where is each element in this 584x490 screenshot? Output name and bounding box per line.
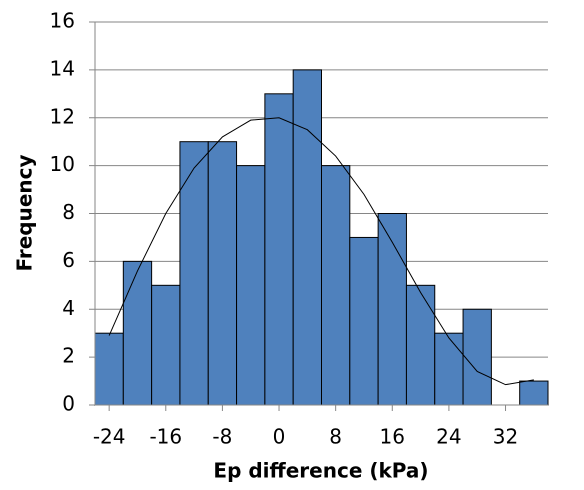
x-tick-label: -8 xyxy=(212,425,232,449)
bar xyxy=(151,284,181,406)
bar xyxy=(236,165,266,406)
y-tick-label: 16 xyxy=(50,9,75,33)
bar xyxy=(122,260,153,406)
x-tick-label: 0 xyxy=(273,425,286,449)
x-axis-title: Ep difference (kPa) xyxy=(213,459,428,483)
x-tick-label: 16 xyxy=(380,425,405,449)
x-tick-label: 32 xyxy=(493,425,518,449)
y-tick-label: 2 xyxy=(62,344,75,368)
x-tick-label: 24 xyxy=(436,425,461,449)
y-axis-title: Frequency xyxy=(13,154,37,271)
y-tick-label: 14 xyxy=(50,56,75,80)
bar xyxy=(519,380,549,406)
y-tick-label: 4 xyxy=(62,296,75,320)
y-tick-label: 12 xyxy=(50,104,75,128)
x-tick-label: -16 xyxy=(149,425,182,449)
bar xyxy=(264,93,294,406)
bar xyxy=(434,332,464,406)
x-tick-label: 8 xyxy=(329,425,342,449)
bar xyxy=(94,332,124,406)
bar xyxy=(349,236,379,406)
bar xyxy=(405,284,436,406)
y-tick-label: 8 xyxy=(62,200,75,224)
bar xyxy=(321,165,351,406)
bar xyxy=(292,69,322,406)
fit-curve xyxy=(108,117,534,386)
y-tick-label: 6 xyxy=(62,248,75,272)
x-tick-label: -24 xyxy=(93,425,126,449)
bar xyxy=(179,141,209,406)
bar xyxy=(462,308,492,406)
y-tick-label: 0 xyxy=(62,392,75,416)
bar xyxy=(207,141,238,406)
y-tick-label: 10 xyxy=(50,152,75,176)
